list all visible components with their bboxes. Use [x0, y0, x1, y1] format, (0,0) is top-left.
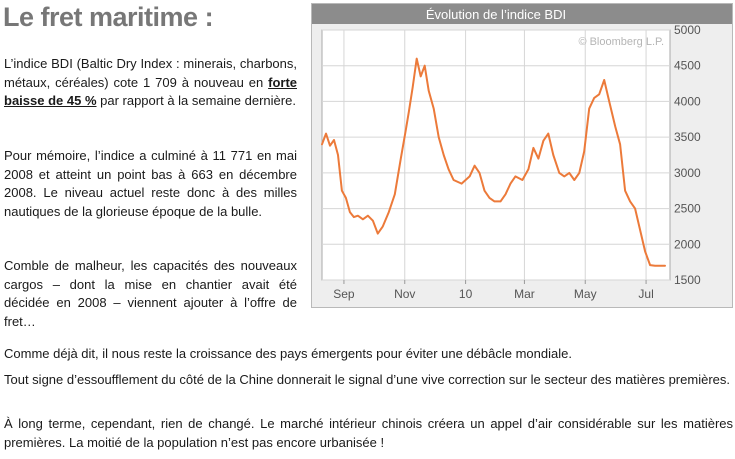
intro-text-end: par rapport à la semaine dernière.	[96, 93, 296, 108]
emerging-countries-paragraph: Comme déjà dit, il nous reste la croissa…	[4, 346, 572, 361]
bdi-chart-svg: Évolution de l’indice BDI © Bloomberg L.…	[312, 4, 732, 301]
chart-title-bar	[312, 4, 732, 24]
y-tick-label: 2000	[674, 237, 701, 251]
long-term-paragraph: À long terme, cependant, rien de changé.…	[4, 416, 733, 450]
y-tick-label: 3500	[674, 130, 701, 144]
x-tick-label: Jul	[638, 287, 653, 301]
article-heading: Le fret maritime :	[3, 2, 214, 32]
history-paragraph: Pour mémoire, l’indice a culminé à 11 77…	[4, 148, 297, 219]
x-tick-label: 10	[459, 287, 473, 301]
chart-watermark: © Bloomberg L.P.	[578, 36, 664, 48]
y-axis-ticks: 1500 2000 2500 3000 3500 4000 4500 5000	[674, 23, 701, 287]
chart-title: Évolution de l’indice BDI	[426, 7, 566, 22]
x-axis-ticks: Sep Nov 10 Mar May Jul	[333, 280, 654, 301]
x-tick-label: May	[574, 287, 597, 301]
series-layer	[321, 57, 666, 267]
bdi-chart: Évolution de l’indice BDI © Bloomberg L.…	[311, 3, 733, 308]
bdi-drop-highlight: forte baisse de 45 %	[4, 74, 297, 109]
bdi-series-line	[321, 57, 666, 267]
x-tick-label: Sep	[333, 287, 355, 301]
y-tick-label: 4500	[674, 59, 701, 73]
intro-paragraph: L’indice BDI (Baltic Dry Index : minerai…	[4, 55, 297, 111]
plot-area	[321, 29, 671, 281]
x-tick-label: Nov	[394, 287, 415, 301]
x-tick-label: Mar	[514, 287, 535, 301]
china-slowdown-paragraph: Tout signe d’essoufflement du côté de la…	[4, 372, 730, 387]
intro-text-start: L’indice BDI (Baltic Dry Index : minerai…	[4, 56, 297, 90]
y-tick-label: 3000	[674, 166, 701, 180]
grid-lines	[322, 29, 670, 281]
new-capacity-paragraph: Comble de malheur, les capacités des nou…	[4, 258, 297, 329]
y-tick-label: 2500	[674, 202, 701, 216]
y-tick-label: 1500	[674, 273, 701, 287]
y-tick-label: 4000	[674, 94, 701, 108]
y-tick-label: 5000	[674, 23, 701, 37]
